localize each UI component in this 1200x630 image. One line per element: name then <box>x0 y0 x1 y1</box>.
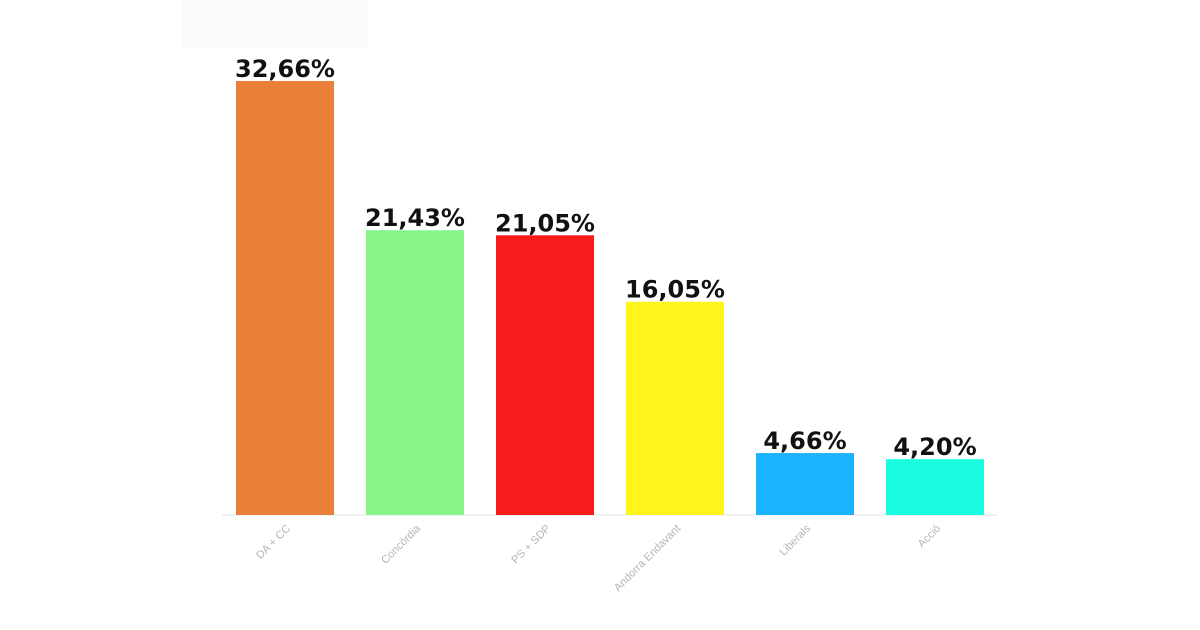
category-label-3: Andorra Endavant <box>612 523 683 594</box>
bar-1 <box>366 230 464 516</box>
bar-4 <box>756 453 854 515</box>
category-label-1: Concòrdia <box>379 522 424 567</box>
value-label-4: 4,66% <box>763 427 846 455</box>
value-label-2: 21,05% <box>495 209 595 237</box>
header-placeholder <box>182 0 369 48</box>
bar-2 <box>496 235 594 515</box>
value-labels-group: 32,66% 21,43% 21,05% 16,05% 4,66% 4,20% <box>235 55 977 461</box>
bar-0 <box>236 81 334 515</box>
category-labels-group: DA + CC Concòrdia PS + SDP Andorra Endavant… <box>254 522 943 594</box>
category-label-4: Liberals <box>777 522 813 558</box>
bars-group <box>236 81 984 516</box>
value-label-3: 16,05% <box>625 276 725 304</box>
value-label-1: 21,43% <box>365 204 465 232</box>
category-label-5: Acció <box>916 523 944 551</box>
bar-3 <box>626 301 724 515</box>
category-label-0: DA + CC <box>254 523 293 562</box>
category-label-2: PS + SDP <box>509 523 553 567</box>
bar-5 <box>886 459 984 515</box>
value-label-5: 4,20% <box>893 433 976 461</box>
value-label-0: 32,66% <box>235 55 335 83</box>
